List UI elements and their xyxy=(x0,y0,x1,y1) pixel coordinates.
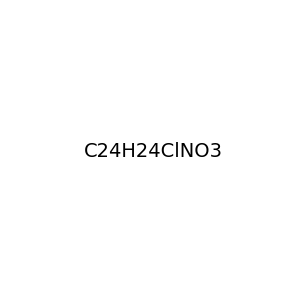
Text: C24H24ClNO3: C24H24ClNO3 xyxy=(84,142,223,161)
